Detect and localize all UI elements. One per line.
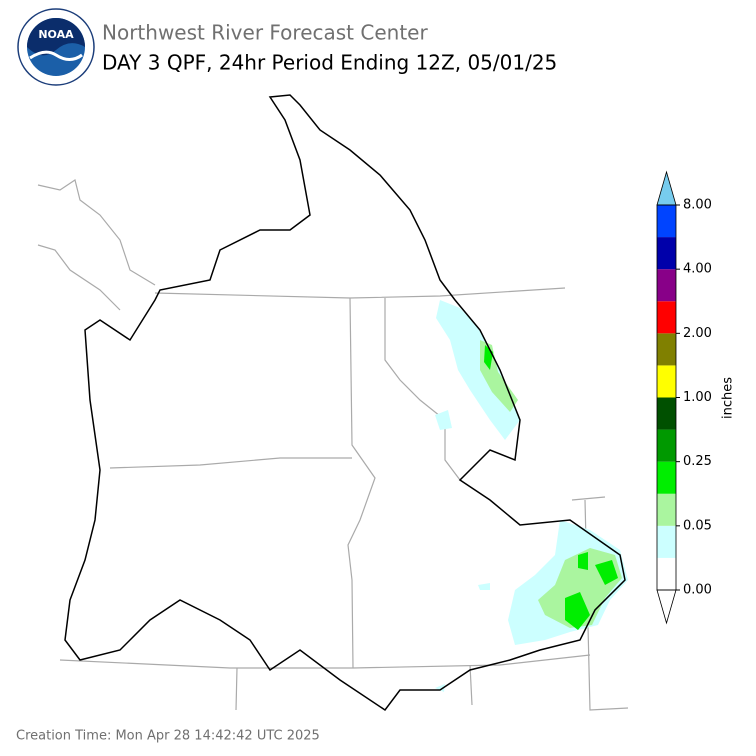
colorbar-tick-label: 0.05 [683,518,712,533]
state-lines [37,179,629,711]
colorbar-segment [657,525,676,558]
title: Northwest River Forecast Center [102,21,428,45]
noaa-logo: NOAA [17,8,95,86]
colorbar-segment [657,493,676,526]
colorbar-label: inches [721,377,736,419]
colorbar-segment [657,205,676,238]
precip-areas [435,300,628,692]
colorbar-segment [657,429,676,462]
colorbar: 0.00 0.05 0.25 1.00 2.00 4.00 8.00 [656,170,712,625]
colorbar-segment [657,365,676,398]
subtitle: DAY 3 QPF, 24hr Period Ending 12Z, 05/01… [102,51,557,75]
colorbar-tick-label: 4.00 [683,262,712,277]
colorbar-segment [657,333,676,366]
colorbar-segment [657,301,676,334]
colorbar-tick-label: 2.00 [683,326,712,341]
colorbar-segment [657,269,676,302]
basin-outline [64,94,626,712]
colorbar-segment [657,397,676,430]
colorbar-tick-label: 0.00 [683,583,712,598]
colorbar-tick-label: 1.00 [683,390,712,405]
logo-text: NOAA [38,28,74,41]
colorbar-segment [657,461,676,494]
colorbar-tick-label: 8.00 [683,198,712,213]
colorbar-tick-label: 0.25 [683,454,712,469]
colorbar-segment [657,237,676,270]
colorbar-segment [657,557,676,590]
creation-time: Creation Time: Mon Apr 28 14:42:42 UTC 2… [16,729,320,744]
